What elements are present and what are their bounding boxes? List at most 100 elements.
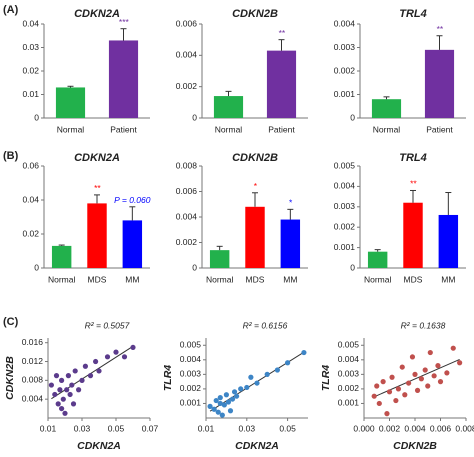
x-tick-label: MM bbox=[441, 274, 455, 284]
bar bbox=[245, 206, 265, 268]
x-tick-label: Normal bbox=[364, 274, 392, 284]
y-tick-label: 0 bbox=[34, 262, 39, 272]
x-tick-label: MM bbox=[125, 274, 139, 284]
bar bbox=[51, 245, 72, 268]
point bbox=[223, 392, 229, 398]
point bbox=[285, 360, 291, 366]
point bbox=[121, 354, 128, 360]
point bbox=[130, 344, 136, 351]
point bbox=[427, 349, 433, 356]
y-tick-label: 0.002 bbox=[334, 65, 356, 75]
point bbox=[444, 370, 450, 376]
point bbox=[264, 371, 270, 377]
y-tick-label: 0.001 bbox=[334, 89, 356, 99]
point bbox=[207, 403, 213, 409]
point bbox=[238, 386, 244, 392]
bar bbox=[55, 87, 86, 118]
point bbox=[67, 391, 73, 398]
annotation: * bbox=[253, 181, 257, 191]
point bbox=[227, 408, 234, 414]
point bbox=[425, 383, 431, 389]
bar bbox=[266, 50, 297, 119]
y-tick-label: 0.06 bbox=[22, 160, 39, 170]
x-tick-label: 0.004 bbox=[404, 423, 426, 433]
point bbox=[93, 358, 99, 365]
x-tick-label: Normal bbox=[57, 124, 85, 134]
y-tick-label: 0 bbox=[34, 112, 39, 122]
bar bbox=[367, 251, 388, 268]
point bbox=[402, 392, 408, 398]
trend-line bbox=[51, 345, 134, 400]
point bbox=[217, 400, 223, 407]
point bbox=[244, 384, 250, 391]
point bbox=[104, 354, 111, 360]
x-tick-label: Patient bbox=[426, 124, 453, 134]
annotation: P = 0.060 bbox=[114, 195, 151, 205]
x-tick-label: 0.03 bbox=[239, 423, 256, 433]
x-tick-label: 0.03 bbox=[74, 423, 91, 433]
y-tick-label: 0.006 bbox=[176, 18, 198, 28]
bar bbox=[209, 250, 230, 268]
chart-title: CDKN2B bbox=[232, 152, 278, 164]
point bbox=[418, 376, 424, 382]
x-axis-label: CDKN2A bbox=[235, 440, 279, 452]
annotation: R² = 0.5057 bbox=[85, 320, 130, 330]
y-tick-label: 0.008 bbox=[176, 160, 198, 170]
chart-title: CDKN2A bbox=[74, 152, 120, 164]
point bbox=[55, 401, 61, 407]
y-tick-label: 0.016 bbox=[22, 337, 44, 347]
point bbox=[217, 395, 223, 401]
point bbox=[234, 393, 240, 399]
point bbox=[431, 373, 437, 379]
y-tick-label: 0.001 bbox=[180, 398, 202, 408]
y-tick-label: 0.004 bbox=[176, 211, 198, 221]
y-tick-label: 0.004 bbox=[180, 354, 202, 364]
bar bbox=[122, 220, 143, 268]
y-tick-label: 0.005 bbox=[180, 340, 202, 350]
point bbox=[374, 383, 380, 389]
point bbox=[384, 411, 390, 417]
point bbox=[69, 382, 75, 388]
bar bbox=[87, 203, 107, 268]
chart-title: TRL4 bbox=[399, 8, 427, 20]
point bbox=[376, 400, 382, 407]
y-tick-label: 0 bbox=[192, 112, 197, 122]
x-axis-label: CDKN2A bbox=[77, 440, 121, 452]
y-tick-label: 0.03 bbox=[22, 42, 39, 52]
x-tick-label: 0.006 bbox=[430, 423, 452, 433]
point bbox=[60, 396, 66, 402]
point bbox=[65, 373, 71, 379]
point bbox=[389, 374, 395, 380]
annotation: R² = 0.6156 bbox=[243, 320, 288, 330]
y-tick-label: 0.003 bbox=[334, 42, 356, 52]
y-tick-label: 0.002 bbox=[176, 237, 198, 247]
point bbox=[248, 374, 254, 380]
annotation: ** bbox=[410, 179, 417, 189]
point bbox=[48, 382, 55, 388]
point bbox=[219, 412, 225, 418]
x-axis-label: CDKN2B bbox=[393, 440, 437, 452]
point bbox=[395, 386, 402, 392]
point bbox=[59, 405, 65, 412]
y-tick-label: 0.004 bbox=[176, 50, 198, 60]
x-tick-label: Normal bbox=[48, 274, 76, 284]
x-tick-label: 0.002 bbox=[379, 423, 401, 433]
y-tick-label: 0.003 bbox=[338, 369, 360, 379]
y-tick-label: 0.005 bbox=[338, 340, 360, 350]
x-tick-label: 0.01 bbox=[198, 423, 215, 433]
point bbox=[422, 367, 428, 373]
point bbox=[386, 389, 393, 395]
x-tick-label: MDS bbox=[246, 274, 265, 284]
point bbox=[225, 399, 232, 405]
x-tick-label: Normal bbox=[373, 124, 401, 134]
point bbox=[87, 373, 94, 379]
annotation: ** bbox=[278, 28, 285, 38]
point bbox=[231, 389, 238, 395]
point bbox=[79, 377, 85, 383]
point bbox=[457, 360, 463, 366]
panel-label: (A) bbox=[3, 4, 19, 16]
x-tick-label: Patient bbox=[110, 124, 137, 134]
point bbox=[113, 349, 119, 355]
bar bbox=[280, 219, 301, 268]
y-axis-label: CDKN2B bbox=[4, 356, 16, 400]
